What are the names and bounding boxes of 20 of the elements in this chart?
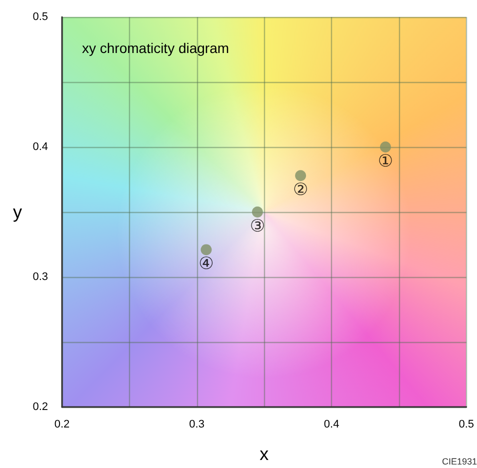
y-tick-label: 0.3	[32, 271, 48, 283]
x-tick-label: 0.4	[324, 418, 340, 430]
y-tick-label: 0.5	[32, 11, 48, 23]
y-tick-label: 0.4	[32, 141, 48, 153]
annotation: ①	[378, 152, 394, 172]
x-tick-label: 0.2	[54, 418, 70, 430]
annotation: ③	[250, 216, 266, 236]
y-tick-label: 0.2	[32, 401, 48, 413]
x-tick-label: 0.5	[458, 418, 474, 430]
x-axis-title: x	[260, 444, 269, 464]
point	[380, 142, 391, 152]
text: CIE1931	[442, 456, 477, 466]
annotation: ④	[198, 254, 214, 274]
point	[252, 206, 263, 218]
point	[295, 170, 306, 182]
x-tick-label: 0.3	[189, 418, 204, 430]
annotation: ②	[292, 180, 308, 200]
point	[200, 244, 212, 256]
text: xy chromaticity diagram	[82, 40, 230, 56]
y-axis-title: y	[13, 202, 22, 222]
